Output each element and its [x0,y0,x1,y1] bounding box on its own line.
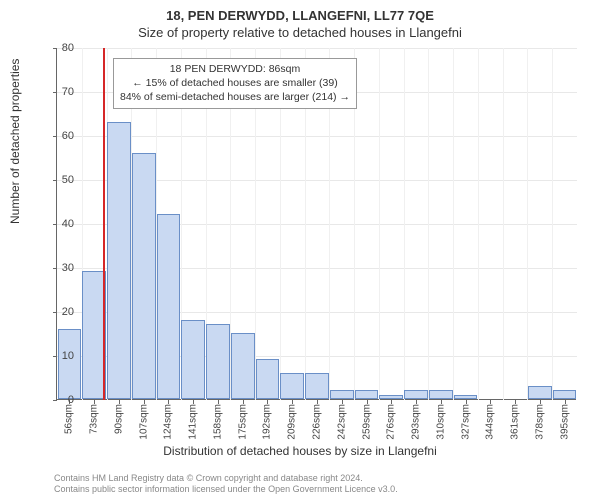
chart-title-sub: Size of property relative to detached ho… [0,23,600,44]
histogram-bar [330,390,354,399]
histogram-bar [553,390,577,399]
xtick-label: 344sqm [485,404,496,440]
histogram-bar [231,333,255,399]
histogram-bar [58,329,82,399]
footer-line-1: Contains HM Land Registry data © Crown c… [54,473,398,485]
histogram-bar [528,386,552,399]
ytick-label: 30 [46,262,74,274]
ytick-label: 40 [46,218,74,230]
gridline-h [57,136,577,137]
gridline-v [453,48,454,400]
annotation-line: 18 PEN DERWYDD: 86sqm [120,62,350,76]
xtick-label: 158sqm [212,404,223,440]
chart-container: 18, PEN DERWYDD, LLANGEFNI, LL77 7QE Siz… [0,0,600,500]
ytick-label: 20 [46,306,74,318]
ytick-label: 10 [46,350,74,362]
gridline-v [527,48,528,400]
xtick-label: 209sqm [287,404,298,440]
footer-line-2: Contains public sector information licen… [54,484,398,496]
xtick-label: 361sqm [510,404,521,440]
histogram-bar [404,390,428,399]
histogram-bar [132,153,156,399]
histogram-bar [256,359,280,399]
gridline-v [428,48,429,400]
histogram-bar [429,390,453,399]
histogram-bar [157,214,181,399]
chart-title-main: 18, PEN DERWYDD, LLANGEFNI, LL77 7QE [0,0,600,23]
xtick-label: 310sqm [435,404,446,440]
xtick-label: 395sqm [559,404,570,440]
histogram-bar [181,320,205,399]
xtick-label: 378sqm [534,404,545,440]
xtick-label: 107sqm [138,404,149,440]
histogram-bar [305,373,329,399]
histogram-bar [280,373,304,399]
xtick-label: 327sqm [460,404,471,440]
xtick-label: 56sqm [64,404,75,434]
ytick-label: 50 [46,174,74,186]
xtick-label: 242sqm [336,404,347,440]
xtick-label: 226sqm [312,404,323,440]
y-axis-label: Number of detached properties [8,59,22,224]
xtick-label: 192sqm [262,404,273,440]
x-axis-label: Distribution of detached houses by size … [0,444,600,458]
gridline-v [478,48,479,400]
xtick-label: 293sqm [411,404,422,440]
xtick-label: 141sqm [188,404,199,440]
xtick-label: 259sqm [361,404,372,440]
gridline-v [552,48,553,400]
xtick-label: 90sqm [113,404,124,434]
annotation-box: 18 PEN DERWYDD: 86sqm← 15% of detached h… [113,58,357,109]
xtick-label: 276sqm [386,404,397,440]
gridline-v [379,48,380,400]
plot-region: 56sqm73sqm90sqm107sqm124sqm141sqm158sqm1… [56,48,576,400]
histogram-bar [379,395,403,399]
ytick-label: 70 [46,86,74,98]
annotation-line: 84% of semi-detached houses are larger (… [120,90,350,104]
histogram-bar [454,395,478,399]
gridline-h [57,48,577,49]
histogram-bar [107,122,131,399]
chart-area: 56sqm73sqm90sqm107sqm124sqm141sqm158sqm1… [56,48,576,400]
footer-credits: Contains HM Land Registry data © Crown c… [54,473,398,496]
ytick-label: 60 [46,130,74,142]
gridline-v [404,48,405,400]
gridline-v [503,48,504,400]
xtick-label: 124sqm [163,404,174,440]
histogram-bar [355,390,379,399]
property-marker-line [103,48,105,400]
annotation-line: ← 15% of detached houses are smaller (39… [120,76,350,90]
ytick-label: 80 [46,42,74,54]
histogram-bar [206,324,230,399]
xtick-label: 175sqm [237,404,248,440]
ytick-label: 0 [46,394,74,406]
xtick-label: 73sqm [89,404,100,434]
